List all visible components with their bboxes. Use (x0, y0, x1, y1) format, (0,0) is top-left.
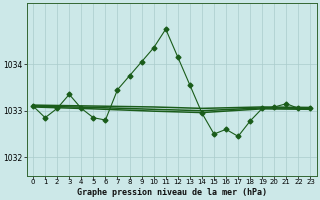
X-axis label: Graphe pression niveau de la mer (hPa): Graphe pression niveau de la mer (hPa) (77, 188, 267, 197)
